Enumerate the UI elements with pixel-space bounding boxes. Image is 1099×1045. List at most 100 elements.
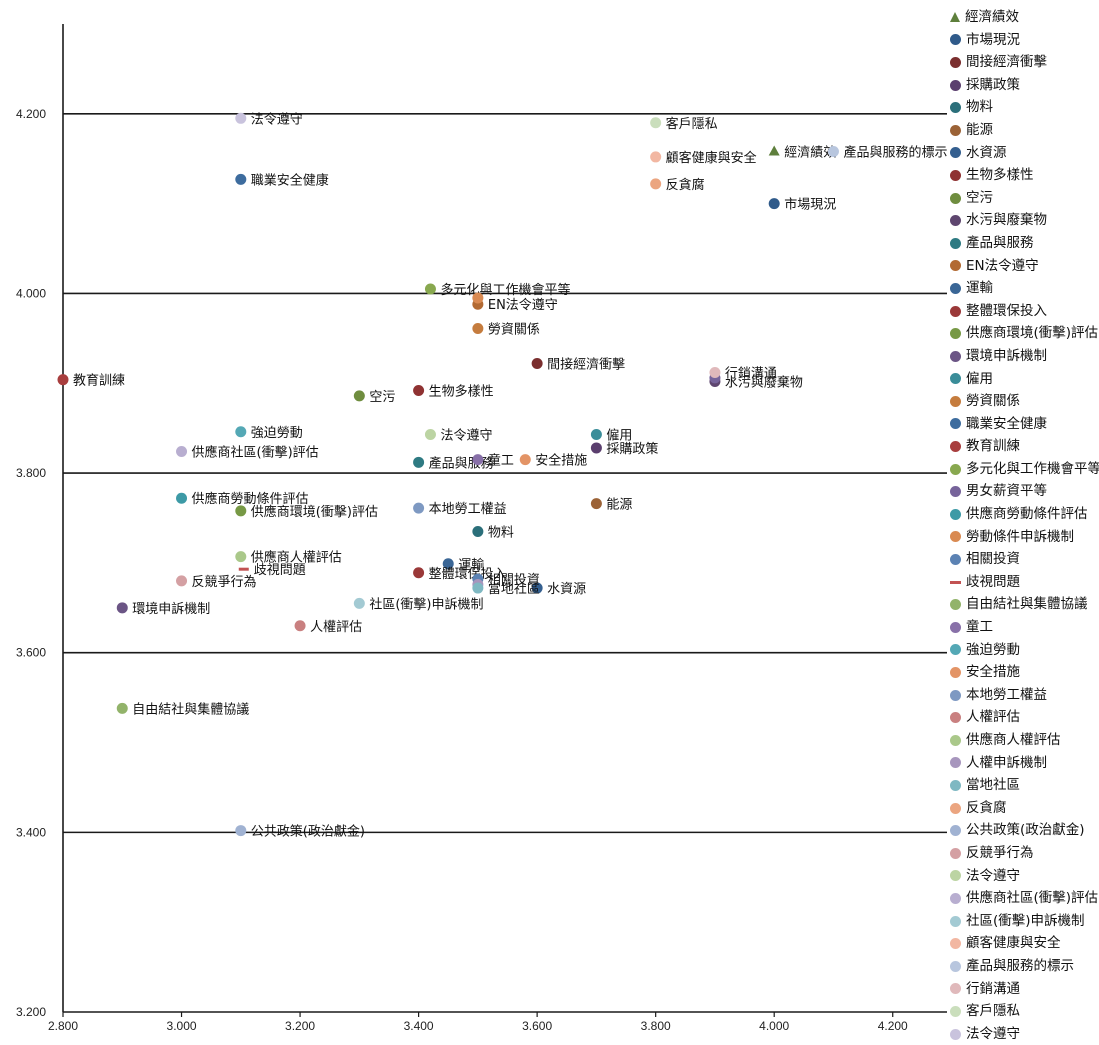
legend-swatch <box>950 938 961 950</box>
legend-item: 當地社區 <box>947 774 1099 797</box>
legend-swatch <box>950 508 961 520</box>
legend-swatch <box>950 1005 961 1017</box>
legend-label: 環境申訴機制 <box>966 347 1047 364</box>
data-label: 反競爭行為 <box>192 574 257 590</box>
legend-item: 安全措施 <box>947 661 1099 684</box>
legend-swatch <box>950 418 961 430</box>
legend-label: 人權申訴機制 <box>966 754 1047 771</box>
legend-label: 產品與服務 <box>966 234 1034 251</box>
legend-item: 產品與服務的標示 <box>947 955 1099 978</box>
legend-swatch <box>950 147 961 159</box>
legend-swatch <box>950 237 961 249</box>
data-point <box>709 366 721 378</box>
legend-label: 自由結社與集體協議 <box>966 596 1088 613</box>
data-label: 人權評估 <box>310 620 362 635</box>
data-label: 生物多樣性 <box>429 383 494 399</box>
legend-label: 人權評估 <box>966 709 1020 726</box>
legend-swatch <box>950 102 961 114</box>
legend-swatch <box>950 847 961 859</box>
data-point <box>413 502 425 514</box>
legend-swatch <box>950 1028 961 1040</box>
legend-label: 職業安全健康 <box>966 415 1047 432</box>
data-label: 供應商人權評估 <box>251 550 342 566</box>
legend-swatch <box>950 56 961 68</box>
legend-label: 相關投資 <box>966 551 1020 568</box>
legend-label: 社區(衝擊)申訴機制 <box>966 912 1085 929</box>
legend-item: 社區(衝擊)申訴機制 <box>947 910 1099 933</box>
legend-label: 產品與服務的標示 <box>966 957 1074 974</box>
legend-item: 相關投資 <box>947 548 1099 571</box>
legend-label: 本地勞工權益 <box>966 686 1047 703</box>
legend-label: 間接經濟衝擊 <box>966 54 1047 71</box>
legend-item: 水資源 <box>947 142 1099 165</box>
legend-item: 公共政策(政治獻金) <box>947 819 1099 842</box>
legend-label: 男女薪資平等 <box>966 483 1047 500</box>
data-point <box>116 602 128 614</box>
data-label: 間接經濟衝擊 <box>547 357 625 373</box>
legend-item: 童工 <box>947 616 1099 639</box>
data-label: 職業安全健康 <box>251 172 329 188</box>
legend-item: 職業安全健康 <box>947 413 1099 436</box>
data-label: 水資源 <box>547 582 586 597</box>
data-point <box>650 151 662 163</box>
data-label: EN法令遵守 <box>488 297 558 313</box>
legend-label: 水資源 <box>966 144 1007 161</box>
data-label: 行銷溝通 <box>725 365 777 381</box>
legend-item: 產品與服務 <box>947 232 1099 255</box>
legend-swatch <box>950 983 961 995</box>
legend-label: 整體環保投入 <box>966 302 1047 319</box>
data-label: 法令遵守 <box>251 111 303 127</box>
legend-swatch <box>950 486 961 498</box>
data-point <box>827 146 839 158</box>
legend-swatch <box>950 870 961 882</box>
legend-label: 當地社區 <box>966 777 1020 794</box>
data-point <box>235 551 247 563</box>
data-label: 供應商環境(衝擊)評估 <box>251 504 378 520</box>
legend-swatch <box>950 305 961 317</box>
legend-swatch <box>950 192 961 204</box>
legend-label: 水污與廢棄物 <box>966 212 1047 229</box>
legend-swatch <box>950 215 961 227</box>
data-point <box>519 454 531 466</box>
legend-swatch <box>950 395 961 407</box>
legend-label: 法令遵守 <box>966 1025 1020 1042</box>
data-point <box>768 198 780 210</box>
data-point <box>650 178 662 190</box>
data-label: 供應商社區(衝擊)評估 <box>192 445 319 461</box>
legend-item: 行銷溝通 <box>947 978 1099 1001</box>
legend-swatch <box>950 373 961 385</box>
data-point <box>424 428 436 440</box>
data-point <box>57 374 69 386</box>
data-label: 童工 <box>488 453 514 469</box>
data-label: 能源 <box>606 498 632 513</box>
legend-label: 供應商社區(衝擊)評估 <box>966 890 1099 907</box>
legend-swatch <box>950 689 961 701</box>
legend-swatch <box>950 531 961 543</box>
legend-swatch <box>950 12 960 23</box>
legend-item: 供應商社區(衝擊)評估 <box>947 887 1099 910</box>
legend-item: 採購政策 <box>947 74 1099 97</box>
data-point <box>472 322 484 334</box>
legend-item: EN法令遵守 <box>947 255 1099 278</box>
legend-item: 間接經濟衝擊 <box>947 51 1099 74</box>
legend-label: 教育訓練 <box>966 438 1020 455</box>
legend-swatch <box>950 779 961 791</box>
legend-item: 法令遵守 <box>947 865 1099 888</box>
legend-swatch <box>950 644 961 656</box>
data-point <box>413 567 425 579</box>
legend-label: 空污 <box>966 189 993 206</box>
data-point <box>235 112 247 124</box>
data-label: 顧客健康與安全 <box>666 150 757 166</box>
x-tick-label: 3.800 <box>641 1019 671 1033</box>
legend-item: 人權申訴機制 <box>947 752 1099 775</box>
data-label: 整體環保投入 <box>429 566 507 582</box>
legend-item: 人權評估 <box>947 706 1099 729</box>
legend-item: 歧視問題 <box>947 571 1099 594</box>
legend-item: 能源 <box>947 119 1099 142</box>
data-point <box>472 525 484 537</box>
data-point <box>531 358 543 370</box>
legend-label: 供應商環境(衝擊)評估 <box>966 325 1099 342</box>
legend-label: 採購政策 <box>966 76 1020 93</box>
data-label: 市場現況 <box>784 197 836 213</box>
legend-swatch <box>950 621 961 633</box>
